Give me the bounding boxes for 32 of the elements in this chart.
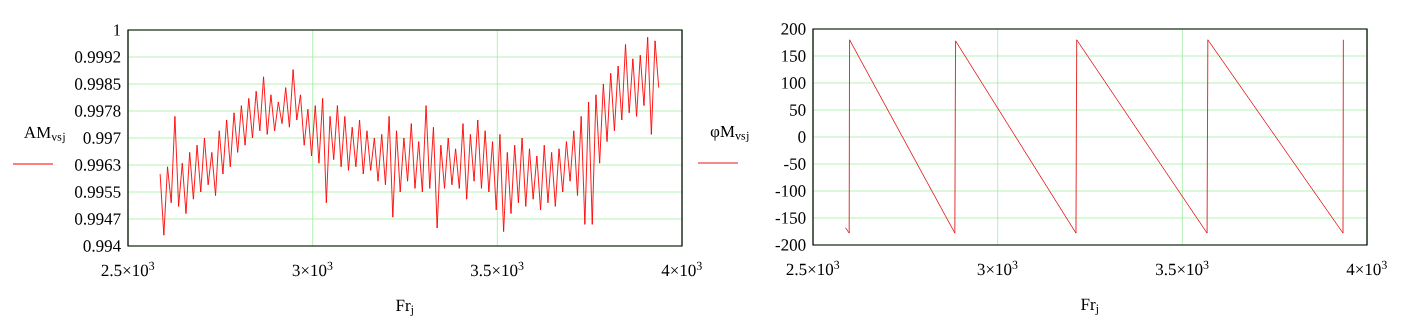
x-tick-label: 3×10$^{3}$ [292,261,333,277]
y-tick-label: 0.994 [83,240,121,252]
text: AM$_{vsj}$ [24,126,65,144]
y-tick-label: 0.9978 [75,105,121,117]
x-axis-title: Fr$_{j}$ [396,299,413,317]
x-tick-label: 3×10$^{3}$ [977,260,1018,276]
line-series [845,39,1344,234]
x-axis-title: Fr$_{j}$ [1081,298,1098,316]
x-tick-label: 3.5×10$^{3}$ [1156,260,1209,276]
y-tick-label: 0.9985 [75,78,121,90]
y-tick-label: -200 [775,239,806,251]
y-tick-label: 0.997 [83,132,121,144]
y-tick-label: 50 [790,104,806,116]
x-tick-label: 2.5×10$^{3}$ [786,260,840,276]
y-tick-label: 1 [114,24,121,36]
x-tick-label: 3.5×10$^{3}$ [471,261,524,277]
x-tick-label: 2.5×10$^{3}$ [101,261,155,277]
y-tick-label: 0.9955 [75,186,121,198]
y-tick-label: 150 [782,50,806,62]
line-series [159,36,660,236]
y-tick-label: 0.9963 [75,159,121,171]
y-tick-label: 200 [781,23,806,35]
y-tick-label: -150 [775,212,806,224]
text: φM$_{vsj}$ [710,125,749,143]
y-tick-label: 0 [798,131,806,143]
y-tick-label: 0.9947 [75,213,121,225]
y-tick-label: 0.9992 [75,51,121,63]
y-tick-label: -50 [784,158,806,170]
y-tick-label: 100 [782,77,806,89]
x-tick-label: 4×10$^{3}$ [661,261,702,277]
x-tick-label: 4×10$^{3}$ [1346,260,1387,276]
y-tick-label: -100 [775,185,806,197]
